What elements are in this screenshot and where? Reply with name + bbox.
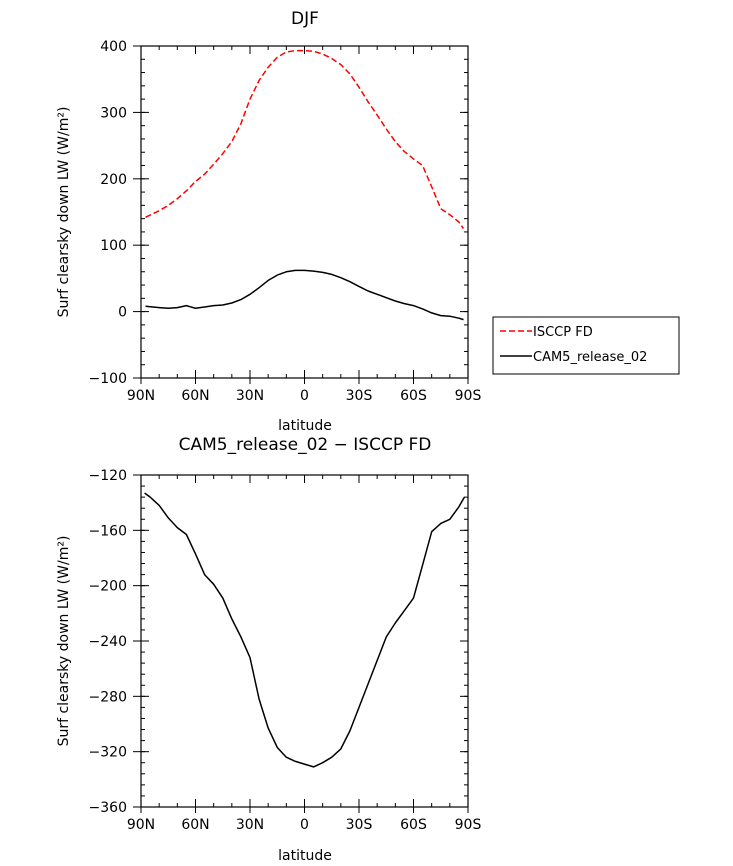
legend-label-cam5: CAM5_release_02 — [533, 350, 647, 365]
bottom-series-cam5-release-02-isccp-fd — [144, 492, 466, 768]
top-x-tick-label: 60S — [400, 388, 427, 404]
bottom-chart-title: CAM5_release_02 − ISCCP FD — [179, 435, 432, 455]
top-series-layer — [145, 49, 465, 321]
legend-label-isccp: ISCCP FD — [533, 325, 593, 340]
bottom-axis-ticks: 90N 60N 30N 0 30S 60S 90S −360 −320 −280 −240 −200 −… — [89, 468, 482, 833]
top-chart-title: DJF — [291, 9, 319, 29]
top-y-tick-label: 300 — [100, 105, 127, 121]
top-y-tick-label: 0 — [118, 305, 127, 321]
bottom-x-tick-label: 90S — [455, 817, 482, 833]
bottom-y-axis-label: Surf clearsky down LW (W/m²) — [56, 536, 72, 747]
top-x-tick-label: 90N — [127, 388, 155, 404]
top-axis-ticks: 90N 60N 30N 0 30S 60S 90S −100 0 100 200 300 400 — [89, 39, 482, 404]
bottom-panel: CAM5_release_02 − ISCCP FD 90N 60N 30N 0 30S… — [56, 435, 481, 864]
bottom-x-tick-label: 30N — [236, 817, 264, 833]
bottom-x-tick-label: 90N — [127, 817, 155, 833]
top-x-tick-label: 60N — [181, 388, 209, 404]
bottom-series-layer — [144, 492, 466, 768]
top-y-axis-label: Surf clearsky down LW (W/m²) — [56, 107, 72, 318]
top-series-cam5-release-02 — [145, 269, 464, 321]
top-y-tick-label: 100 — [100, 238, 127, 254]
top-series-isccp-fd — [145, 49, 465, 230]
top-x-axis-label: latitude — [278, 418, 332, 434]
top-plot-frame — [140, 45, 469, 379]
top-panel: DJF 90N 60N 30N 0 30S 60S 90S −100 0 100 200 300 400… — [56, 9, 680, 434]
legend: ISCCP FD CAM5_release_02 — [492, 316, 680, 375]
bottom-y-tick-label: −200 — [89, 579, 127, 595]
bottom-plot-frame — [140, 474, 469, 808]
top-y-tick-label: 200 — [100, 172, 127, 188]
top-y-tick-label: −100 — [89, 371, 127, 387]
bottom-x-tick-label: 60N — [181, 817, 209, 833]
top-x-tick-label: 30S — [346, 388, 373, 404]
bottom-x-tick-label: 60S — [400, 817, 427, 833]
top-x-tick-label: 0 — [300, 388, 309, 404]
legend-box — [492, 316, 680, 375]
bottom-y-tick-label: −160 — [89, 523, 127, 539]
top-x-tick-label: 30N — [236, 388, 264, 404]
bottom-x-tick-label: 30S — [346, 817, 373, 833]
top-x-tick-label: 90S — [455, 388, 482, 404]
bottom-y-tick-label: −240 — [89, 634, 127, 650]
bottom-x-tick-label: 0 — [300, 817, 309, 833]
bottom-y-tick-label: −280 — [89, 689, 127, 705]
bottom-y-tick-label: −120 — [89, 468, 127, 484]
bottom-x-axis-label: latitude — [278, 848, 332, 864]
top-y-tick-label: 400 — [100, 39, 127, 55]
bottom-y-tick-label: −360 — [89, 800, 127, 816]
bottom-y-tick-label: −320 — [89, 745, 127, 761]
